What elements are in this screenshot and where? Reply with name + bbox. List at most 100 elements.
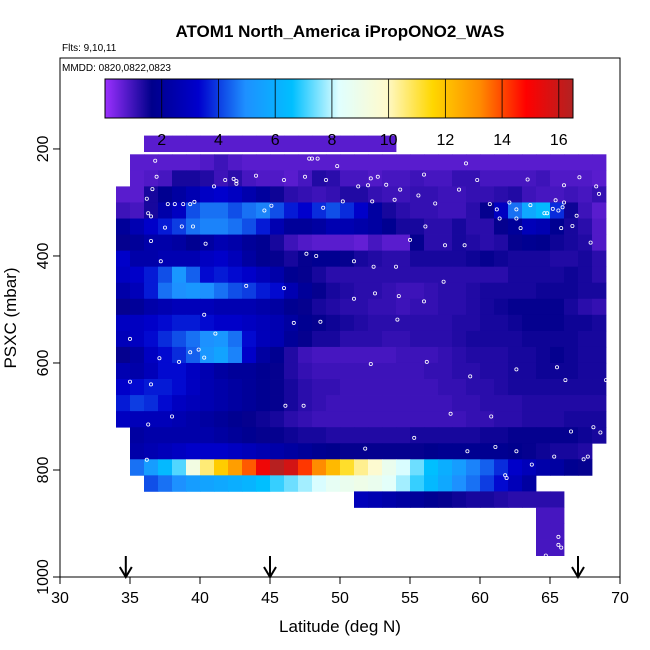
heatmap-cell: [564, 250, 579, 268]
heatmap-cell: [200, 411, 215, 428]
heatmap-cell: [312, 411, 327, 428]
heatmap-cell: [508, 475, 523, 492]
heatmap-cell: [130, 362, 145, 380]
heatmap-cell: [424, 379, 439, 396]
heatmap-cell: [508, 491, 523, 508]
heatmap-cell: [396, 314, 411, 332]
heatmap-cell: [368, 298, 383, 316]
heatmap-cell: [480, 330, 495, 348]
heatmap-cell: [256, 314, 271, 332]
heatmap-cell: [186, 346, 201, 364]
sample-point: [421, 299, 426, 304]
colorbar-tick-label: 8: [327, 132, 336, 149]
heatmap-cell: [270, 427, 285, 444]
heatmap-cell: [410, 475, 425, 492]
heatmap-cell: [466, 234, 481, 252]
sample-point: [591, 425, 596, 430]
sample-point: [562, 200, 567, 205]
sample-point: [514, 207, 519, 212]
heatmap-cell: [340, 362, 355, 380]
heatmap-cell: [340, 202, 355, 219]
heatmap-cell: [158, 314, 173, 332]
heatmap-cell: [172, 362, 187, 380]
sample-point: [529, 462, 534, 467]
sample-point: [398, 187, 403, 192]
heatmap-cell: [256, 234, 271, 252]
heatmap-cell: [326, 443, 341, 460]
heatmap-cell: [116, 234, 131, 252]
heatmap-cell: [452, 250, 467, 268]
heatmap-cell: [564, 427, 579, 444]
heatmap-cell: [130, 170, 145, 187]
heatmap-cell: [466, 491, 481, 508]
sample-point: [196, 347, 201, 352]
heatmap-cell: [578, 234, 593, 252]
heatmap-cell: [578, 411, 593, 428]
heatmap-cell: [312, 298, 327, 316]
heatmap-cell: [536, 330, 551, 348]
heatmap-cell: [284, 346, 299, 364]
heatmap-cell: [116, 379, 131, 396]
heatmap-cell: [550, 154, 565, 171]
heatmap-cell: [270, 250, 285, 268]
heatmap-cell: [578, 395, 593, 412]
sample-point: [309, 156, 314, 161]
heatmap-cell: [256, 282, 271, 300]
heatmap-cell: [354, 362, 369, 380]
heatmap-cell: [410, 443, 425, 460]
heatmap-cell: [466, 314, 481, 332]
sample-point: [370, 199, 375, 204]
heatmap-cell: [130, 282, 145, 300]
heatmap-cell: [242, 154, 257, 171]
heatmap-cell: [466, 266, 481, 284]
heatmap-cell: [186, 135, 201, 153]
heatmap-cell: [396, 443, 411, 460]
sample-point: [157, 356, 162, 361]
sample-point: [514, 449, 519, 454]
sample-point: [363, 446, 368, 451]
sample-point: [518, 226, 523, 231]
heatmap-cell: [494, 154, 509, 171]
heatmap-cell: [270, 234, 285, 252]
heatmap-cell: [116, 186, 131, 203]
heatmap-cell: [158, 362, 173, 380]
sample-point: [577, 175, 582, 180]
sample-point: [368, 361, 373, 366]
heatmap-cell: [326, 475, 341, 492]
heatmap-cell: [438, 282, 453, 300]
heatmap-cell: [284, 218, 299, 235]
heatmap-cell: [354, 170, 369, 187]
sample-point: [253, 173, 258, 178]
heatmap-cell: [284, 314, 299, 332]
heatmap-cell: [522, 491, 537, 508]
heatmap-cell: [452, 411, 467, 428]
heatmap-cell: [242, 218, 257, 235]
heatmap-cell: [256, 186, 271, 203]
sample-point: [416, 193, 421, 198]
heatmap-cell: [242, 170, 257, 187]
x-tick-label: 30: [51, 590, 69, 607]
heatmap-cell: [438, 298, 453, 316]
heatmap-cell: [452, 298, 467, 316]
heatmap-cell: [494, 362, 509, 380]
heatmap-cell: [480, 170, 495, 187]
heatmap-cell: [340, 395, 355, 412]
heatmap-cell: [340, 282, 355, 300]
colorbar-tick-label: 10: [380, 132, 398, 149]
heatmap-cell: [592, 218, 607, 235]
heatmap-cell: [284, 459, 299, 476]
heatmap-cell: [480, 395, 495, 412]
heatmap-cell: [172, 218, 187, 235]
heatmap-cell: [382, 491, 397, 508]
sample-point: [588, 240, 593, 245]
heatmap-cell: [130, 218, 145, 235]
x-tick-label: 55: [401, 590, 419, 607]
heatmap-cell: [158, 218, 173, 235]
heatmap-cell: [354, 314, 369, 332]
heatmap-cell: [144, 186, 159, 203]
sample-point: [162, 225, 167, 230]
heatmap-cell: [326, 330, 341, 348]
heatmap-cell: [312, 459, 327, 476]
heatmap-cell: [186, 298, 201, 316]
heatmap-cell: [522, 314, 537, 332]
